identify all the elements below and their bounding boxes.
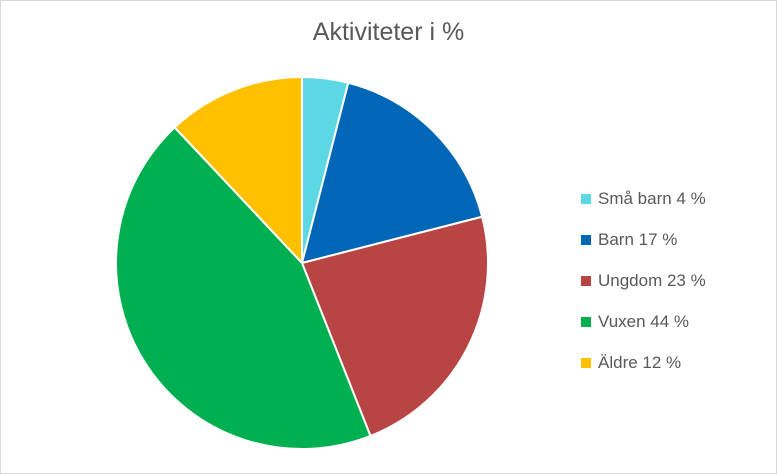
legend: Små barn 4 % Barn 17 % Ungdom 23 % Vuxen 44… — [581, 178, 706, 383]
legend-label: Barn 17 % — [598, 229, 678, 249]
legend-swatch — [581, 275, 591, 286]
pie-slice-äldre — [173, 75, 303, 266]
legend-item: Ungdom 23 % — [581, 260, 706, 301]
legend-swatch — [581, 234, 591, 245]
legend-swatch — [581, 357, 591, 368]
pie-slice-vuxen — [115, 125, 372, 450]
legend-label: Vuxen 44 % — [598, 311, 690, 331]
legend-item: Små barn 4 % — [581, 178, 706, 219]
legend-item: Vuxen 44 % — [581, 301, 706, 342]
pie-slice-barn — [300, 81, 484, 265]
legend-item: Barn 17 % — [581, 219, 706, 260]
legend-label: Äldre 12 % — [598, 352, 682, 372]
legend-label: Ungdom 23 % — [598, 270, 706, 290]
legend-label: Små barn 4 % — [598, 188, 706, 208]
chart-title: Aktiviteter i % — [312, 18, 465, 46]
legend-swatch — [581, 193, 591, 204]
pie-slice-ungdom — [300, 215, 489, 438]
legend-item: Äldre 12 % — [581, 342, 706, 383]
legend-swatch — [581, 316, 591, 327]
